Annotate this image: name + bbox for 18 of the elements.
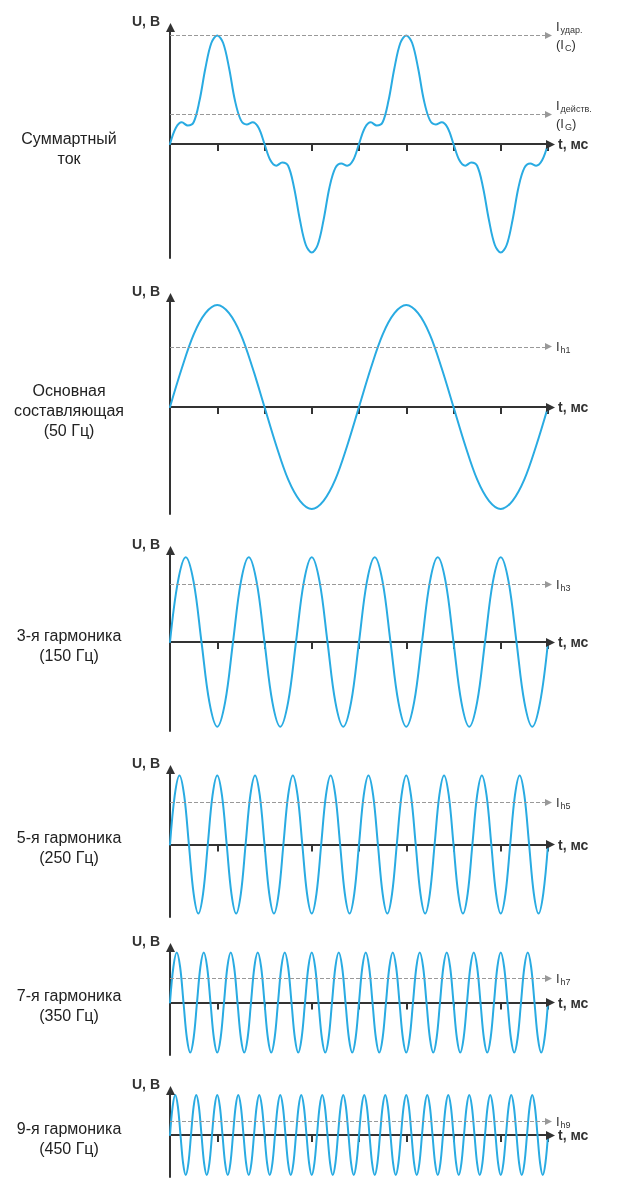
y-axis-title: U, В: [132, 1076, 160, 1092]
x-axis-title: t, мс: [558, 994, 589, 1011]
x-axis-title: t, мс: [558, 399, 589, 415]
y-axis-title: U, В: [132, 13, 160, 29]
x-axis-title: t, мс: [558, 1127, 589, 1143]
y-axis-title: U, В: [132, 536, 160, 552]
x-axis-title: t, мс: [558, 634, 589, 650]
text: 7-я гармоника (350 Гц): [16, 987, 122, 1024]
y-axis-title: U, В: [132, 283, 160, 299]
text: 9-я гармоника (450 Гц): [16, 1119, 122, 1157]
text: 3-я гармоника (150 Гц): [16, 626, 122, 664]
text: Основная составляющая (50 Гц): [14, 381, 124, 439]
y-axis-title: U, В: [132, 933, 160, 949]
x-axis-title: t, мс: [558, 136, 589, 152]
y-axis-title: U, В: [132, 755, 160, 771]
text: 5-я гармоника (250 Гц): [16, 829, 122, 866]
x-axis-title: t, мс: [558, 836, 589, 853]
text: Суммартный ток: [21, 130, 117, 167]
